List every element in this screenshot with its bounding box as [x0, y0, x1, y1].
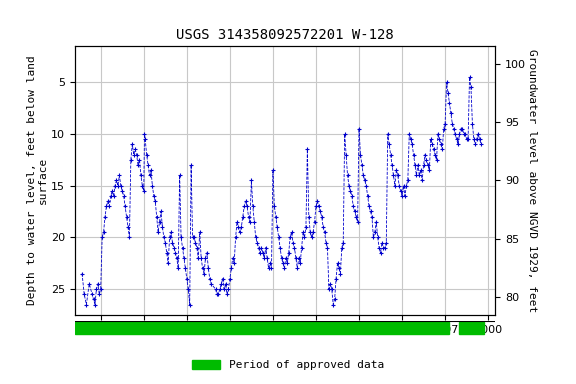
- Title: USGS 314358092572201 W-128: USGS 314358092572201 W-128: [176, 28, 394, 42]
- Legend: Period of approved data: Period of approved data: [188, 356, 388, 375]
- Y-axis label: Groundwater level above NGVD 1929, feet: Groundwater level above NGVD 1929, feet: [527, 49, 537, 312]
- Bar: [75, 322, 449, 334]
- Y-axis label: Depth to water level, feet below land
surface: Depth to water level, feet below land su…: [26, 56, 48, 305]
- Bar: [460, 322, 484, 334]
